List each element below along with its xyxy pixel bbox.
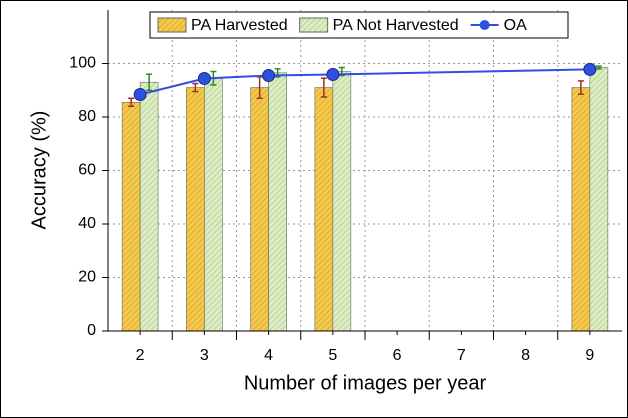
x-tick-label: 2 xyxy=(136,347,145,364)
error-bar xyxy=(577,80,584,96)
error-bar xyxy=(595,65,602,70)
marker xyxy=(262,69,276,83)
marker xyxy=(583,62,597,76)
legend-swatch xyxy=(299,17,329,33)
marker xyxy=(197,71,211,85)
bar xyxy=(314,87,334,332)
bar xyxy=(589,67,609,332)
error-bar xyxy=(192,82,199,93)
x-tick-label: 7 xyxy=(457,347,466,364)
y-axis-title: Accuracy (%) xyxy=(28,111,50,230)
x-tick-label: 4 xyxy=(264,347,273,364)
legend-swatch xyxy=(479,20,490,30)
bar xyxy=(250,87,269,332)
marker xyxy=(326,67,340,81)
y-tick-label: 60 xyxy=(78,162,96,179)
bar xyxy=(139,81,159,332)
x-tick-label: 3 xyxy=(200,347,209,364)
legend-label: PA Harvested xyxy=(191,17,288,34)
bar xyxy=(332,71,352,332)
x-tick-label: 9 xyxy=(585,347,594,364)
y-tick-label: 20 xyxy=(78,269,96,286)
x-tick-label: 6 xyxy=(393,347,402,364)
bar xyxy=(204,77,223,332)
bar xyxy=(571,87,591,332)
y-tick-label: 80 xyxy=(78,108,96,125)
legend-label: OA xyxy=(504,17,527,34)
legend-swatch xyxy=(157,17,187,33)
y-tick-label: 0 xyxy=(87,322,96,339)
marker xyxy=(133,88,147,102)
error-bar xyxy=(128,97,135,108)
bar xyxy=(121,101,141,332)
y-tick-label: 100 xyxy=(69,55,96,72)
legend-label: PA Not Harvested xyxy=(333,17,459,34)
error-bar xyxy=(146,73,153,91)
bar xyxy=(268,72,287,332)
x-tick-label: 8 xyxy=(521,347,530,364)
error-bar xyxy=(320,77,327,98)
x-axis-title: Number of images per year xyxy=(244,372,487,394)
x-tick-label: 5 xyxy=(328,347,337,364)
y-tick-label: 40 xyxy=(78,215,96,232)
bar xyxy=(186,87,205,332)
